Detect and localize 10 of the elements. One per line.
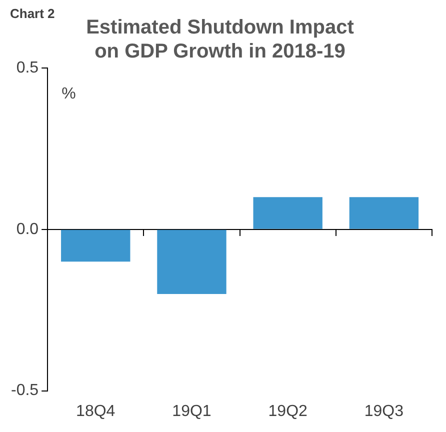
chart-title: Estimated Shutdown Impact on GDP Growth in 2018-19 [86, 16, 354, 63]
x-tick-label: 19Q1 [172, 402, 212, 420]
y-axis-title: % [62, 85, 76, 102]
y-tick-label: -0.5 [10, 382, 39, 400]
x-tick-label: 18Q4 [76, 402, 116, 420]
caption: Chart 2 [10, 6, 55, 22]
x-tick-label: 19Q3 [364, 402, 404, 420]
y-tick-label: 0.5 [16, 59, 39, 76]
y-tick-label: 0.0 [16, 220, 39, 238]
x-tick-label: 19Q2 [268, 402, 308, 420]
